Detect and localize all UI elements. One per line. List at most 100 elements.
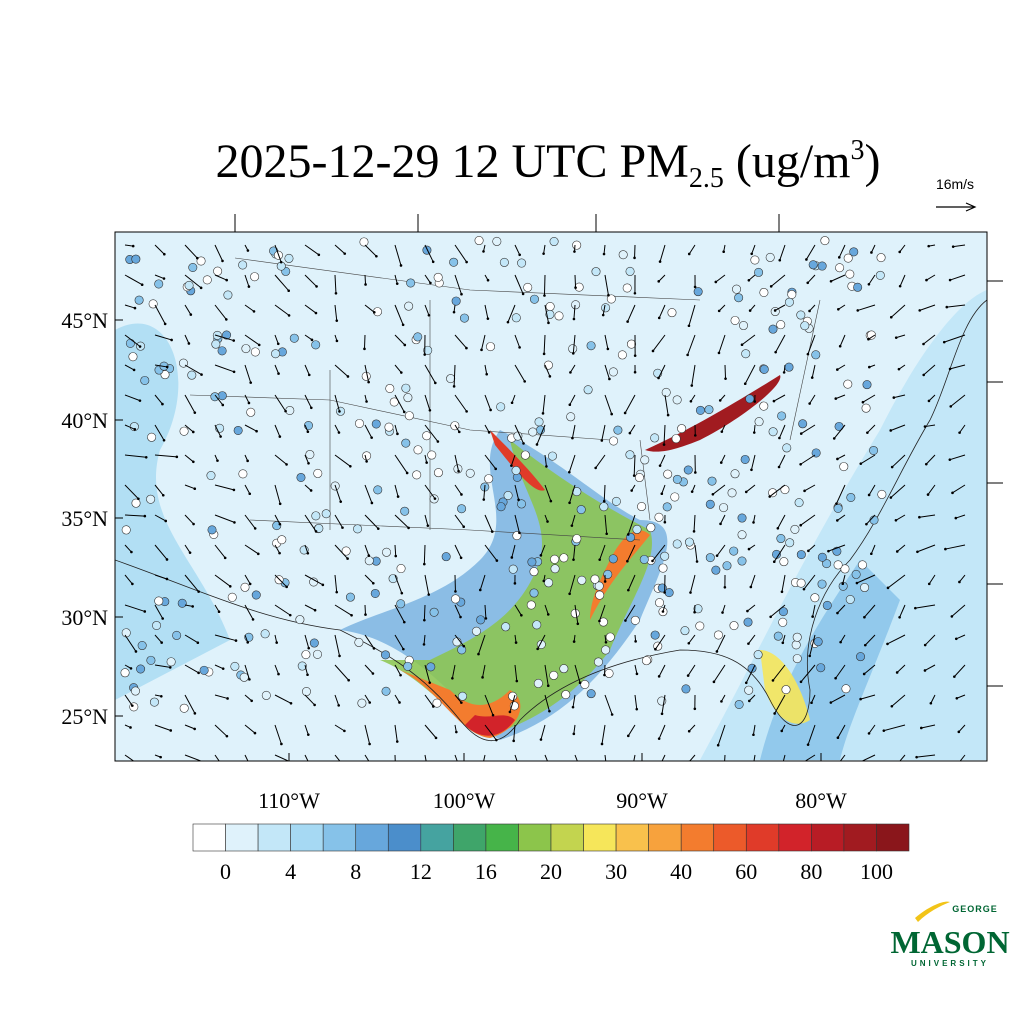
wind-arrow — [944, 334, 966, 343]
wind-arrow — [364, 484, 373, 504]
wind-arrow — [484, 514, 493, 532]
wind-arrow — [782, 634, 786, 643]
wind-arrow-head — [285, 463, 288, 466]
station — [857, 560, 867, 570]
wind-arrow-head — [370, 501, 374, 505]
station — [876, 253, 886, 263]
wind-arrow-head — [923, 643, 927, 647]
station — [361, 371, 371, 381]
wind-arrow-head — [861, 400, 865, 404]
wind-arrow — [861, 754, 876, 761]
wind-arrow-head — [314, 530, 318, 533]
wind-arrow-head — [603, 673, 606, 677]
station — [586, 341, 596, 351]
wind-arrow-head — [203, 761, 206, 764]
station — [486, 342, 496, 352]
wind-arrow — [478, 634, 486, 655]
wind-arrow — [454, 694, 462, 703]
station — [843, 379, 853, 389]
station — [609, 436, 619, 446]
station — [166, 657, 176, 667]
station — [400, 506, 410, 516]
station — [839, 462, 849, 472]
wind-arrow — [394, 274, 398, 284]
wind-arrow — [214, 544, 226, 559]
wind-arrow-head — [693, 285, 697, 289]
wind-arrow-head — [365, 460, 368, 463]
station — [730, 469, 740, 479]
wind-arrow-head — [718, 399, 722, 402]
wind-arrow — [959, 574, 966, 583]
wind-arrow — [945, 544, 966, 550]
wind-arrow-head — [958, 431, 961, 434]
wind-arrow-head — [606, 768, 609, 771]
wind-arrow — [482, 664, 486, 678]
wind-arrow — [652, 544, 666, 562]
wind-arrow-head — [197, 671, 200, 675]
wind-arrow-head — [253, 527, 257, 530]
wind-arrow-head — [747, 699, 751, 703]
station — [729, 546, 739, 556]
wind-arrow — [658, 304, 666, 319]
station — [172, 630, 182, 640]
station — [223, 290, 233, 300]
station — [590, 574, 600, 584]
station — [238, 260, 248, 270]
station — [853, 282, 863, 292]
station — [508, 691, 518, 701]
station — [474, 236, 484, 246]
station — [429, 607, 439, 617]
wind-arrow — [574, 664, 581, 683]
wind-arrow — [184, 454, 194, 463]
wind-arrow — [424, 394, 431, 411]
wind-arrow — [718, 304, 726, 312]
station — [449, 257, 459, 267]
wind-arrow-head — [396, 432, 399, 436]
wind-arrow-head — [485, 372, 488, 376]
wind-arrow — [454, 604, 461, 618]
station — [427, 450, 437, 460]
wind-arrow-head — [433, 497, 437, 500]
wind-arrow — [604, 394, 613, 415]
wind-arrow-head — [335, 319, 339, 322]
wind-arrow — [603, 244, 606, 255]
wind-arrow-head — [248, 678, 251, 681]
wind-arrow-head — [714, 280, 718, 284]
wind-arrow-head — [543, 294, 546, 297]
wind-arrow-head — [694, 471, 697, 474]
station — [719, 503, 729, 513]
station — [705, 553, 715, 563]
wind-arrow-head — [753, 400, 757, 403]
wind-arrow — [484, 724, 497, 741]
wind-arrow — [394, 514, 409, 529]
wind-arrow-head — [870, 251, 873, 254]
wind-arrow-head — [400, 371, 403, 374]
wind-arrow — [544, 454, 547, 467]
colorbar-label: 30 — [605, 859, 627, 884]
wind-arrow-head — [196, 641, 200, 644]
station — [529, 294, 539, 304]
wind-arrow — [916, 754, 936, 758]
station — [296, 472, 306, 482]
station — [759, 364, 769, 374]
wind-arrow — [574, 754, 578, 761]
colorbar-box — [290, 823, 324, 852]
wind-arrow-head — [886, 586, 890, 590]
wind-arrow — [571, 514, 576, 526]
station — [572, 240, 582, 250]
wind-arrow-head — [432, 705, 435, 708]
wind-arrow — [184, 364, 202, 376]
wind-arrow — [394, 604, 405, 623]
wind-arrow — [454, 424, 460, 433]
wind-arrow-head — [368, 701, 372, 704]
wind-arrow-head — [486, 317, 490, 320]
wind-arrow-head — [138, 399, 142, 402]
wind-arrow-head — [347, 678, 350, 682]
wind-arrow-head — [396, 495, 400, 498]
station — [503, 490, 513, 500]
wind-arrow — [633, 754, 636, 761]
wind-arrow — [899, 754, 906, 761]
station — [817, 579, 827, 589]
wind-arrow — [483, 484, 486, 500]
wind-arrow — [868, 274, 876, 285]
